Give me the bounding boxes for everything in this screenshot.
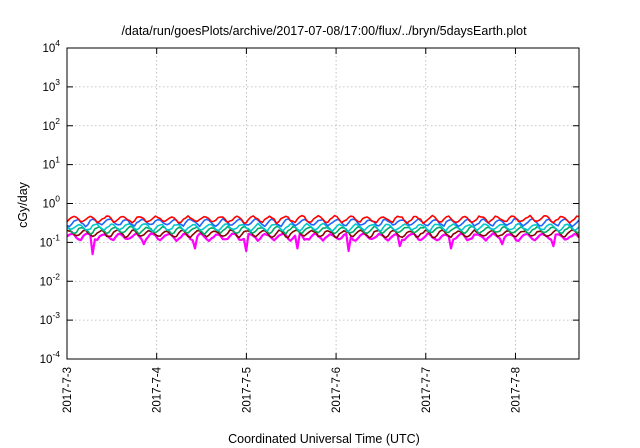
- x-tick-label: 2017-7-4: [152, 366, 164, 413]
- x-tick-label: 2017-7-5: [241, 367, 253, 413]
- series-line: [66, 222, 580, 233]
- x-axis: 2017-7-3 2017-7-4 2017-7-5 2017-7-6 2017-7-7…: [62, 48, 522, 413]
- x-tick-label: 2017-7-8: [510, 367, 522, 413]
- y-tick-label: 10-3: [40, 310, 61, 327]
- y-tick-label: 10-2: [40, 271, 61, 288]
- y-axis-label: cGy/day: [16, 181, 30, 228]
- y-tick-label: 102: [42, 116, 60, 133]
- series-line: [66, 232, 580, 256]
- x-tick-label: 2017-7-6: [331, 367, 343, 413]
- y-tick-label: 100: [42, 194, 60, 211]
- series-layer: [66, 214, 580, 256]
- y-axis: 10-4 10-3 10-2 10-1 100 101 102 103 104: [40, 38, 579, 366]
- y-tick-label: 10-1: [40, 232, 61, 249]
- y-tick-label: 104: [42, 38, 60, 55]
- chart-title: /data/run/goesPlots/archive/2017-07-08/1…: [121, 24, 527, 38]
- x-axis-label: Coordinated Universal Time (UTC): [228, 432, 420, 446]
- series-line: [66, 214, 580, 225]
- series-line: [66, 225, 580, 236]
- y-tick-label: 10-4: [40, 349, 61, 366]
- y-tick-label: 101: [42, 155, 60, 172]
- x-tick-label: 2017-7-7: [421, 367, 433, 413]
- y-tick-label: 103: [42, 77, 60, 94]
- grid: [67, 48, 579, 359]
- series-line: [66, 229, 580, 239]
- x-tick-label: 2017-7-3: [62, 367, 74, 413]
